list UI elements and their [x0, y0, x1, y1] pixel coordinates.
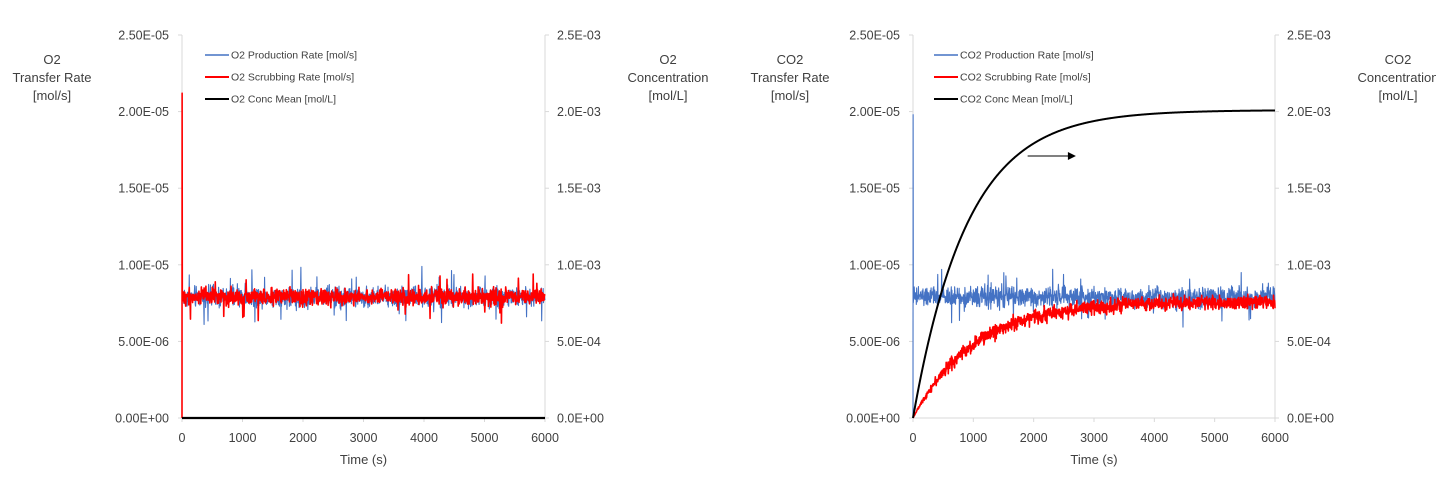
y-right-axis-label: Concentration: [628, 70, 709, 85]
y-left-tick-label: 5.00E-06: [118, 335, 169, 349]
y-left-tick-label: 1.50E-05: [118, 182, 169, 196]
legend: CO2 Production Rate [mol/s] CO2 Scrubbing…: [934, 50, 1094, 106]
x-tick-label: 4000: [410, 431, 438, 445]
y-left-axis-label: O2: [43, 52, 60, 67]
legend-entry: CO2 Production Rate [mol/s]: [960, 50, 1094, 62]
y-left-tick-label: 2.50E-05: [849, 29, 900, 43]
x-tick-label: 5000: [471, 431, 499, 445]
y-right-axis-label: [mol/L]: [648, 88, 687, 103]
legend-entry: CO2 Conc Mean [mol/L]: [960, 94, 1073, 106]
y-left-axis-label: Transfer Rate: [13, 70, 92, 85]
y-right-tick-label: 2.0E-03: [557, 105, 601, 119]
y-left-axis-label: CO2: [777, 52, 804, 67]
y-right-tick-label: 1.5E-03: [1287, 182, 1331, 196]
o2-chart: 0.00E+00 5.00E-06 1.00E-05 1.50E-05 2.00E-05…: [13, 29, 709, 468]
y-right-tick-label: 1.5E-03: [557, 182, 601, 196]
series-line-1: [912, 293, 1276, 419]
y-left-axis-label: Transfer Rate: [751, 70, 830, 85]
x-axis-label: Time (s): [1070, 452, 1117, 467]
y-right-tick-label: 5.0E-04: [557, 335, 601, 349]
legend-entry: O2 Conc Mean [mol/L]: [231, 94, 336, 106]
y-left-tick-label: 0.00E+00: [115, 412, 169, 426]
x-tick-label: 3000: [1080, 431, 1108, 445]
legend-entry: O2 Scrubbing Rate [mol/s]: [231, 72, 354, 84]
x-axis-label: Time (s): [340, 452, 387, 467]
y-right-tick-label: 0.0E+00: [557, 412, 604, 426]
y-left-tick-label: 0.00E+00: [846, 412, 900, 426]
x-tick-label: 2000: [1020, 431, 1048, 445]
y-left-tick-label: 2.00E-05: [849, 105, 900, 119]
series-line-1: [181, 92, 546, 419]
legend-entry: CO2 Scrubbing Rate [mol/s]: [960, 72, 1091, 84]
y-left-tick-label: 5.00E-06: [849, 335, 900, 349]
y-left-tick-label: 2.50E-05: [118, 29, 169, 43]
y-right-axis-label: O2: [659, 52, 676, 67]
y-left-axis-label: [mol/s]: [33, 88, 71, 103]
legend: O2 Production Rate [mol/s] O2 Scrubbing R…: [205, 50, 357, 106]
y-left-axis-label: [mol/s]: [771, 88, 809, 103]
series-line-2: [912, 109, 1276, 419]
x-tick-label: 2000: [289, 431, 317, 445]
y-left-tick-label: 1.00E-05: [849, 258, 900, 272]
x-tick-label: 6000: [1261, 431, 1289, 445]
y-right-axis-label: [mol/L]: [1378, 88, 1417, 103]
x-tick-label: 5000: [1201, 431, 1229, 445]
y-left-tick-label: 2.00E-05: [118, 105, 169, 119]
x-tick-label: 6000: [531, 431, 559, 445]
x-tick-label: 3000: [350, 431, 378, 445]
y-right-tick-label: 0.0E+00: [1287, 412, 1334, 426]
y-right-tick-label: 2.5E-03: [557, 29, 601, 43]
annotation-arrow-head: [1067, 152, 1076, 161]
y-right-axis-label: Concentration: [1358, 70, 1436, 85]
y-left-tick-label: 1.50E-05: [849, 182, 900, 196]
series-group: [181, 92, 546, 420]
x-tick-label: 1000: [229, 431, 257, 445]
y-right-axis-label: CO2: [1385, 52, 1412, 67]
y-right-tick-label: 2.5E-03: [1287, 29, 1331, 43]
x-tick-label: 0: [179, 431, 186, 445]
legend-entry: O2 Production Rate [mol/s]: [231, 50, 357, 62]
x-tick-label: 0: [910, 431, 917, 445]
y-right-tick-label: 2.0E-03: [1287, 105, 1331, 119]
y-left-tick-label: 1.00E-05: [118, 258, 169, 272]
series-line-0: [912, 114, 1276, 419]
x-tick-label: 1000: [959, 431, 987, 445]
y-right-tick-label: 1.0E-03: [557, 258, 601, 272]
y-right-tick-label: 5.0E-04: [1287, 335, 1331, 349]
y-right-tick-label: 1.0E-03: [1287, 258, 1331, 272]
x-tick-label: 4000: [1140, 431, 1168, 445]
series-group: [912, 109, 1276, 419]
co2-chart: 0.00E+00 5.00E-06 1.00E-05 1.50E-05 2.00E-05…: [751, 29, 1436, 468]
